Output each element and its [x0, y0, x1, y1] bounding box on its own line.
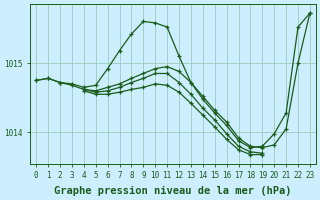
X-axis label: Graphe pression niveau de la mer (hPa): Graphe pression niveau de la mer (hPa)	[54, 186, 292, 196]
